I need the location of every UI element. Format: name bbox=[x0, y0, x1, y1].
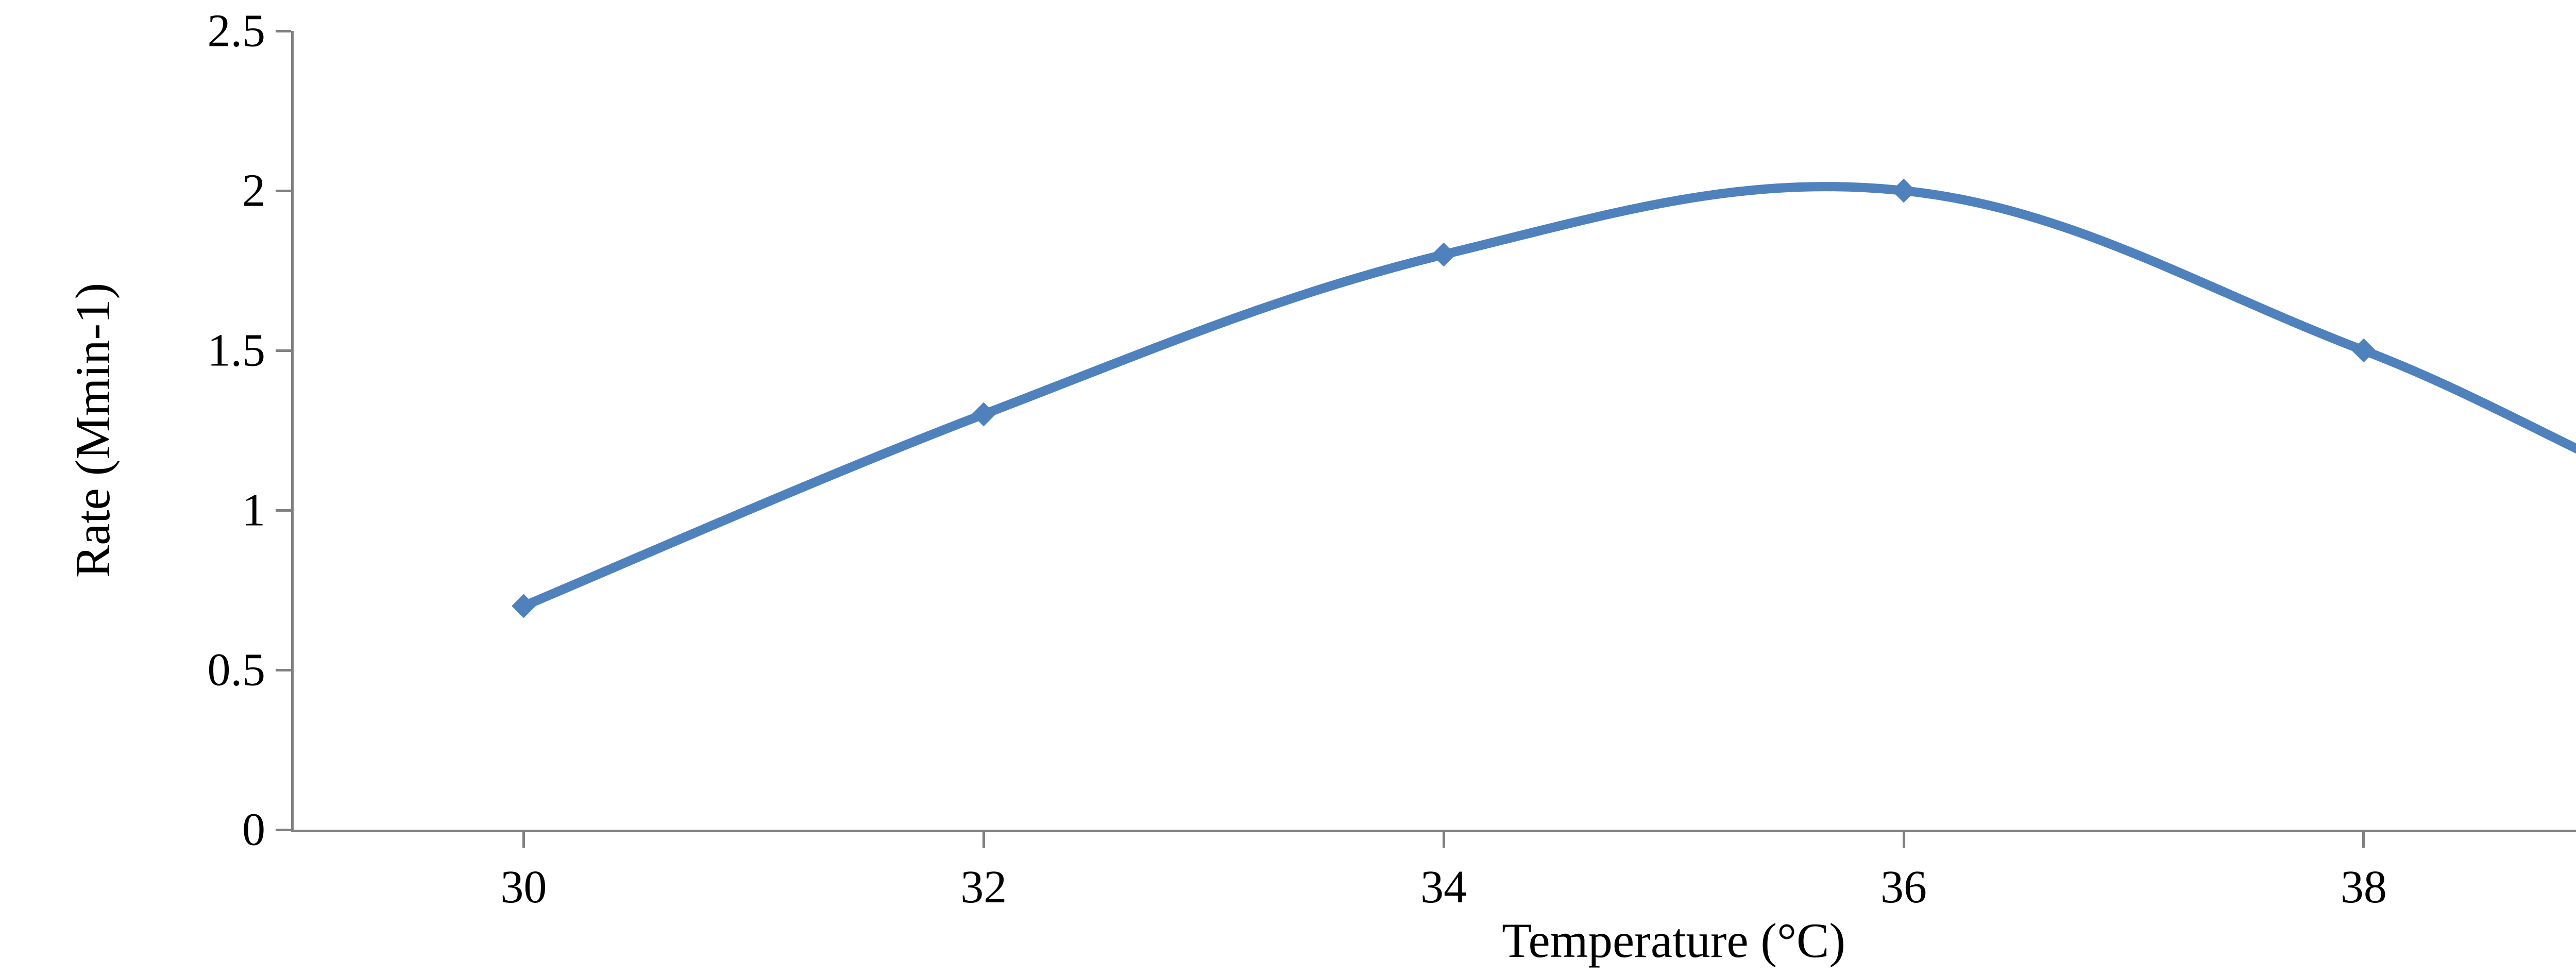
data-point-marker bbox=[1432, 243, 1455, 266]
line-series bbox=[0, 0, 2576, 933]
data-point-marker bbox=[1892, 179, 1915, 202]
rate-vs-temperature-chart: 30323436384042 00.511.522.5 Temperature … bbox=[0, 0, 2576, 975]
series-line bbox=[523, 187, 2576, 606]
